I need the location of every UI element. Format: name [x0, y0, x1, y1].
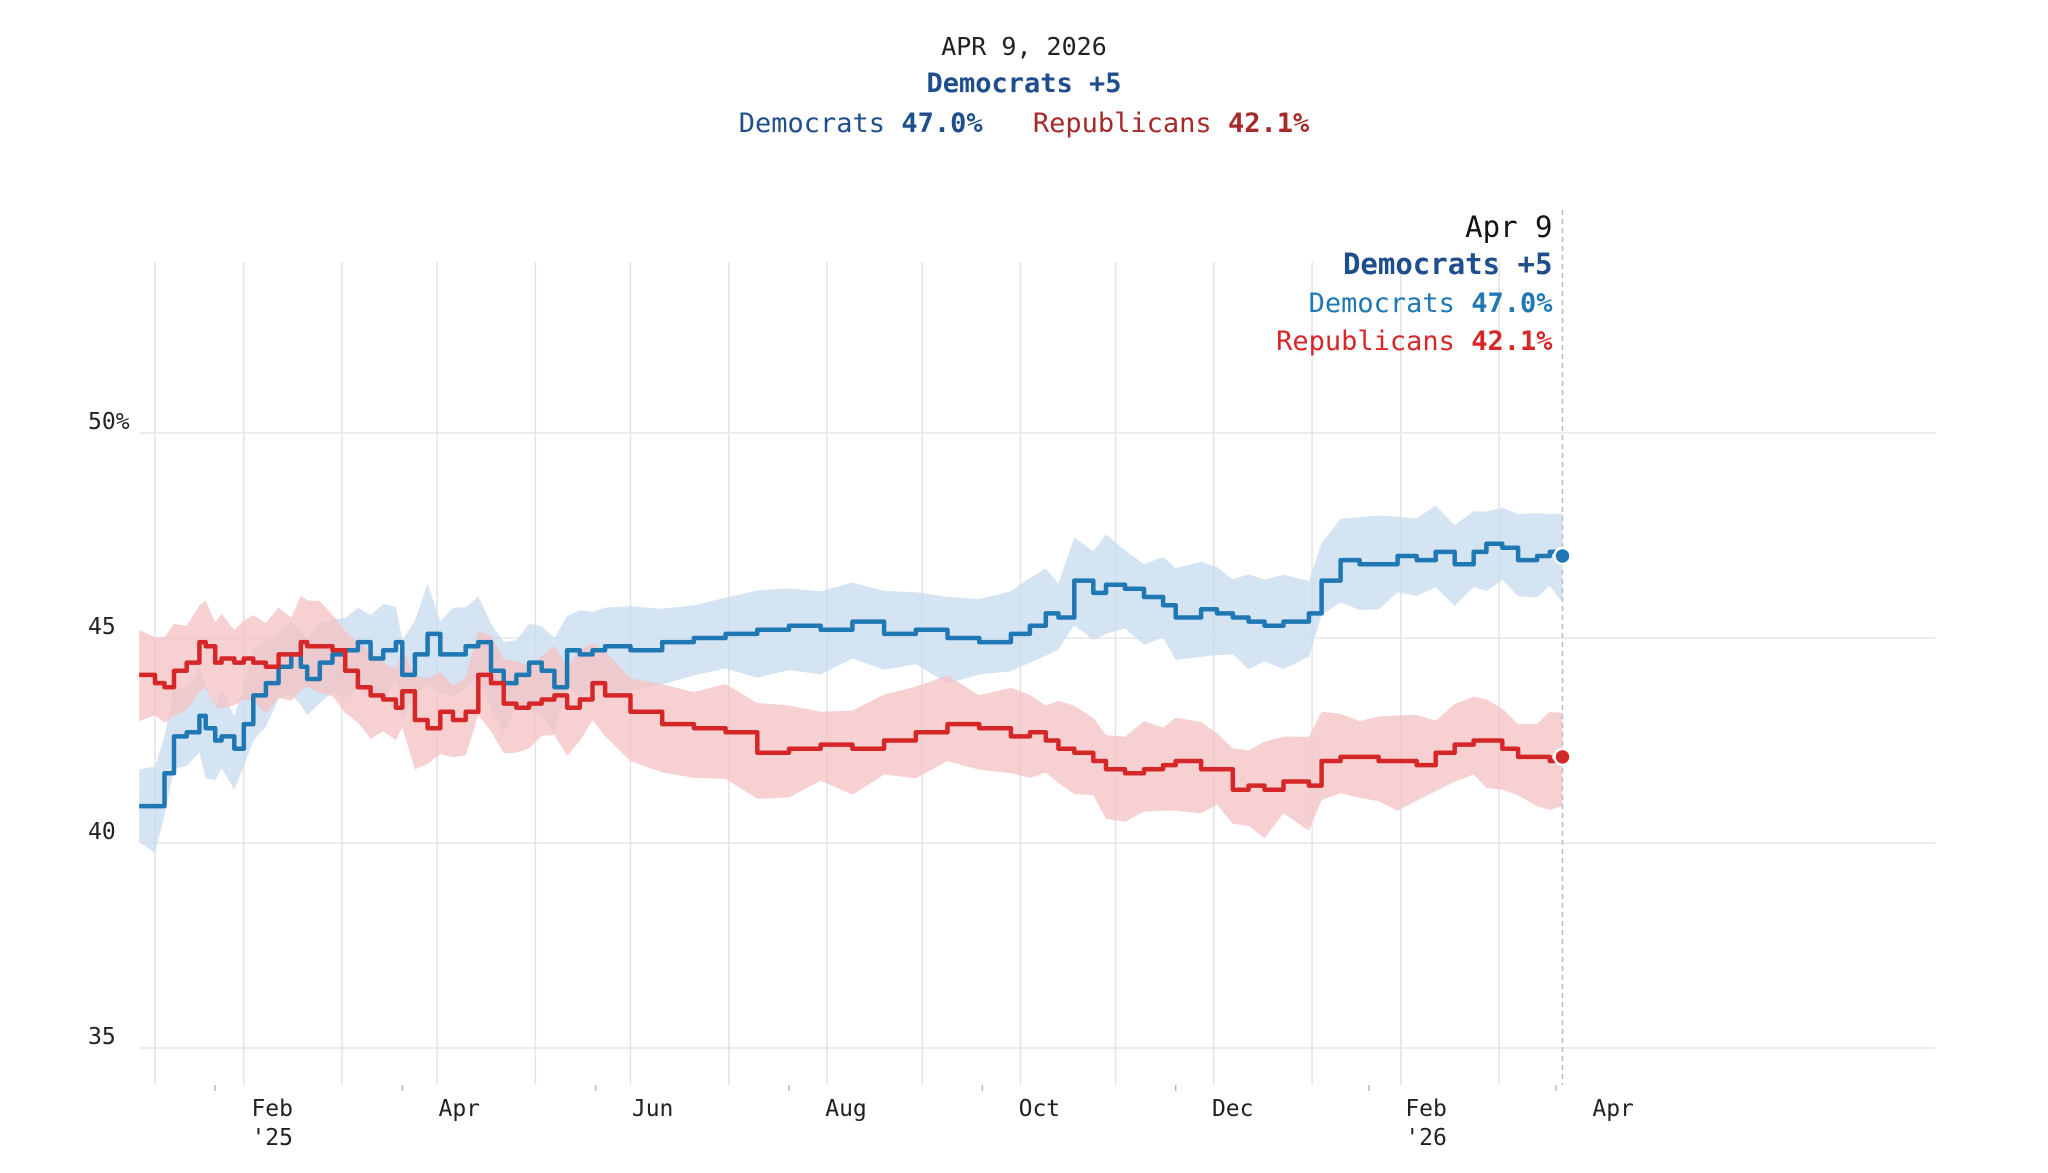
- y-tick-label: 40: [88, 819, 116, 845]
- endpoint-democrats: [1553, 546, 1572, 566]
- chart-header: APR 9, 2026 Democrats +5 Democrats 47.0%…: [0, 30, 2048, 144]
- annotation-dem-value: 47.0%: [1471, 288, 1553, 319]
- band-democrats: [139, 505, 1563, 854]
- annotation-dem-label: Democrats: [1309, 288, 1472, 319]
- y-tick-label: 35: [88, 1024, 116, 1050]
- header-values: Democrats 47.0% Republicans 42.1%: [0, 104, 2048, 144]
- x-tick-label: Dec: [1212, 1096, 1254, 1122]
- y-tick-label: 50%: [88, 409, 130, 435]
- x-axis: Feb '25 Apr Jun Aug Oct Dec Feb '26 Apr: [214, 1085, 1634, 1151]
- x-tick-sublabel: '26: [1405, 1125, 1447, 1151]
- x-tick-sublabel: '25: [251, 1125, 293, 1151]
- header-dem-label: Democrats: [738, 108, 886, 139]
- x-tick-label: Apr: [438, 1096, 480, 1122]
- x-tick-label: Apr: [1592, 1096, 1634, 1122]
- y-tick-label: 45: [88, 614, 116, 640]
- x-tick-label: Feb: [1405, 1096, 1447, 1122]
- uncertainty-bands: [139, 505, 1563, 854]
- x-gridlines: [154, 262, 1500, 1085]
- header-rep-label: Republicans: [1032, 108, 1212, 139]
- annotation-rep: Republicans 42.1%: [1276, 326, 1553, 357]
- annotation-date: Apr 9: [1465, 210, 1552, 244]
- endpoint-republicans: [1553, 747, 1572, 767]
- annotation-rep-label: Republicans: [1276, 326, 1471, 357]
- header-date: APR 9, 2026: [941, 32, 1107, 61]
- x-tick-label: Aug: [825, 1096, 867, 1122]
- line-republicans: [139, 639, 1565, 792]
- annotation-rep-value: 42.1%: [1471, 326, 1553, 357]
- band-republicans: [139, 595, 1563, 839]
- header-dem-value: 47.0%: [901, 108, 983, 139]
- x-tick-label: Feb: [251, 1096, 293, 1122]
- x-tick-label: Oct: [1019, 1096, 1061, 1122]
- header-lead: Democrats +5: [926, 68, 1122, 99]
- header-rep-value: 42.1%: [1227, 108, 1310, 139]
- x-tick-label: Jun: [632, 1096, 674, 1122]
- annotation-lead: Democrats +5: [1343, 247, 1553, 281]
- series-lines: [139, 541, 1565, 809]
- annotation-dem: Democrats 47.0%: [1309, 288, 1554, 319]
